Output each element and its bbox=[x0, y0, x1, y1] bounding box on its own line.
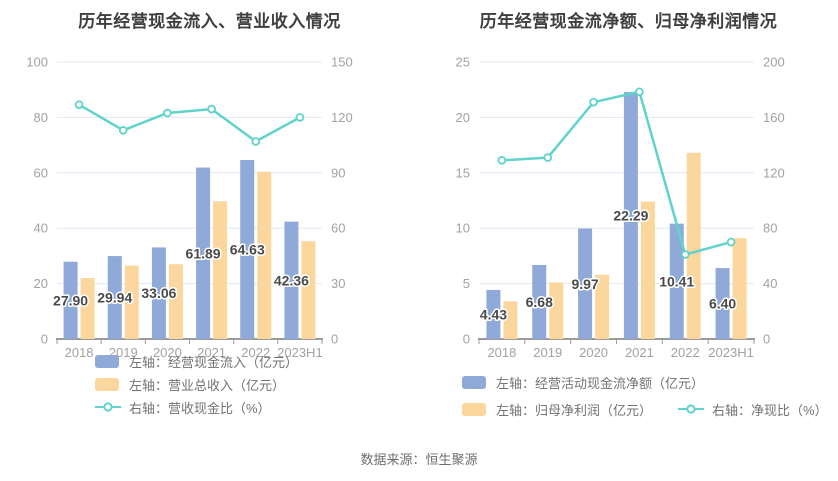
svg-text:61.89: 61.89 bbox=[186, 245, 221, 261]
svg-text:29.94: 29.94 bbox=[97, 290, 132, 306]
svg-text:40: 40 bbox=[34, 221, 48, 236]
chart-title-left: 历年经营现金流入、营业收入情况 bbox=[78, 12, 341, 31]
legend-line-marker-icon[interactable] bbox=[678, 403, 705, 415]
legend-swatch-orange-bar[interactable] bbox=[462, 402, 486, 416]
svg-text:150: 150 bbox=[331, 55, 353, 70]
svg-text:120: 120 bbox=[763, 165, 785, 180]
svg-text:0: 0 bbox=[41, 332, 48, 347]
legend-label-cash-revenue-ratio[interactable]: 右轴：营收现金比（%） bbox=[129, 400, 271, 416]
legend-item-net-cash-flow[interactable]: 左轴：经营活动现金流净额（亿元） bbox=[462, 374, 828, 391]
net-cash-flow-net-profit-plot: 0 0 5 40 10 80 15 120 20 160 25 200 2018 2019 2020 2021… bbox=[456, 55, 785, 361]
svg-text:160: 160 bbox=[763, 110, 785, 125]
svg-text:27.90: 27.90 bbox=[53, 292, 88, 308]
legend-left-chart: 左轴：经营现金流入（亿元） 左轴：营业总收入（亿元） 右轴：营收现金比（%） bbox=[95, 353, 298, 422]
legend-label-total-revenue[interactable]: 左轴：营业总收入（亿元） bbox=[129, 377, 286, 393]
svg-text:2023H1: 2023H1 bbox=[708, 345, 754, 360]
data-source: 数据来源：恒生聚源 bbox=[360, 452, 478, 467]
svg-text:9.97: 9.97 bbox=[571, 276, 598, 292]
svg-text:2022: 2022 bbox=[671, 345, 700, 360]
svg-text:22.29: 22.29 bbox=[613, 208, 648, 224]
svg-text:80: 80 bbox=[763, 221, 777, 236]
svg-text:0: 0 bbox=[463, 332, 470, 347]
svg-text:20: 20 bbox=[34, 276, 48, 291]
svg-text:2019: 2019 bbox=[533, 345, 562, 360]
svg-text:200: 200 bbox=[763, 55, 785, 70]
svg-text:90: 90 bbox=[331, 165, 345, 180]
svg-text:2022: 2022 bbox=[241, 345, 270, 360]
legend-item-cash-inflow[interactable]: 左轴：经营现金流入（亿元） bbox=[95, 353, 299, 370]
legend-item-net-cash-ratio[interactable]: 右轴：净现比（%） bbox=[678, 400, 828, 419]
svg-text:33.06: 33.06 bbox=[141, 285, 176, 301]
svg-text:2021: 2021 bbox=[197, 345, 226, 360]
legend-swatch-blue-bar[interactable] bbox=[95, 354, 119, 368]
svg-text:6.40: 6.40 bbox=[709, 296, 736, 312]
svg-text:2023H1: 2023H1 bbox=[277, 345, 323, 360]
svg-text:10.41: 10.41 bbox=[659, 273, 694, 289]
legend-swatch-blue-bar[interactable] bbox=[462, 375, 486, 389]
svg-text:5: 5 bbox=[463, 276, 470, 291]
legend-item-total-revenue[interactable]: 左轴：营业总收入（亿元） bbox=[95, 376, 298, 393]
legend-right-chart: 左轴：经营活动现金流净额（亿元） 左轴：归母净利润（亿元） 右轴：净现比（%） bbox=[462, 374, 828, 428]
chart-title-right: 历年经营现金流净额、归母净利润情况 bbox=[479, 12, 778, 31]
svg-text:10: 10 bbox=[456, 221, 470, 236]
svg-text:2020: 2020 bbox=[153, 345, 182, 360]
svg-text:15: 15 bbox=[456, 165, 470, 180]
svg-text:60: 60 bbox=[331, 221, 345, 236]
svg-text:80: 80 bbox=[34, 110, 48, 125]
legend-label-net-profit[interactable]: 左轴：归母净利润（亿元） bbox=[496, 402, 653, 418]
legend-item-cash-revenue-ratio[interactable]: 右轴：营收现金比（%） bbox=[95, 399, 298, 416]
legend-label-cash-inflow[interactable]: 左轴：经营现金流入（亿元） bbox=[129, 354, 299, 370]
svg-text:25: 25 bbox=[456, 55, 470, 70]
svg-text:0: 0 bbox=[763, 332, 770, 347]
legend-item-net-profit[interactable]: 左轴：归母净利润（亿元） bbox=[462, 400, 652, 419]
chart-net-cash-flow-net-profit: 历年经营现金流净额、归母净利润情况 0 0 5 40 10 80 15 120 20 160 25 2… bbox=[419, 0, 838, 440]
legend-swatch-orange-bar[interactable] bbox=[95, 377, 119, 391]
svg-text:60: 60 bbox=[34, 165, 48, 180]
legend-line-marker-icon[interactable] bbox=[95, 401, 121, 413]
legend-label-net-cash-ratio[interactable]: 右轴：净现比（%） bbox=[712, 402, 828, 418]
svg-text:0: 0 bbox=[331, 332, 338, 347]
svg-text:42.36: 42.36 bbox=[274, 272, 309, 288]
svg-text:30: 30 bbox=[331, 276, 345, 291]
legend-row-2: 左轴：归母净利润（亿元） 右轴：净现比（%） bbox=[462, 400, 828, 419]
svg-text:20: 20 bbox=[456, 110, 470, 125]
svg-text:120: 120 bbox=[331, 110, 353, 125]
chart-operating-cash-inflow-revenue: 历年经营现金流入、营业收入情况 0 0 20 30 40 60 60 90 80 120 100 15… bbox=[0, 0, 419, 440]
svg-text:4.43: 4.43 bbox=[480, 306, 507, 322]
svg-text:6.68: 6.68 bbox=[526, 294, 553, 310]
svg-text:2021: 2021 bbox=[625, 345, 654, 360]
svg-text:2018: 2018 bbox=[65, 345, 94, 360]
svg-text:2018: 2018 bbox=[487, 345, 516, 360]
svg-text:100: 100 bbox=[26, 55, 48, 70]
svg-text:40: 40 bbox=[763, 276, 777, 291]
svg-text:2020: 2020 bbox=[579, 345, 608, 360]
legend-label-net-cash-flow[interactable]: 左轴：经营活动现金流净额（亿元） bbox=[496, 375, 705, 391]
svg-text:64.63: 64.63 bbox=[230, 241, 265, 257]
